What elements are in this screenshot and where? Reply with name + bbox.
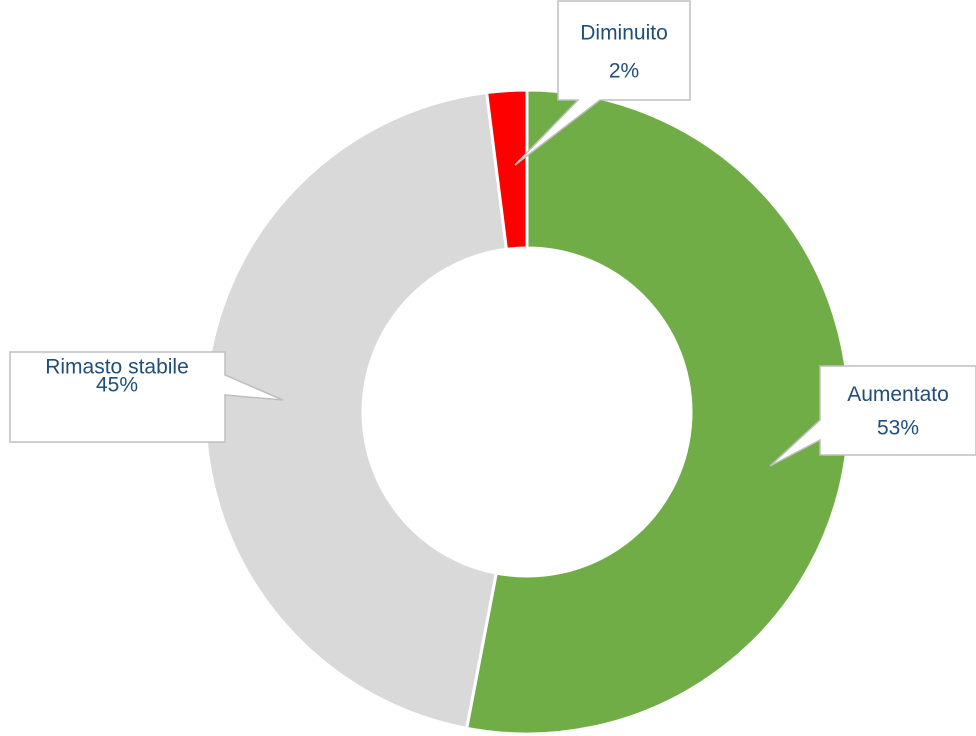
data-callout — [514, 0, 691, 166]
data-callout — [9, 351, 284, 443]
donut-slice — [203, 90, 509, 731]
category-label: Rimasto stabile — [45, 355, 189, 378]
donut-slice — [464, 88, 851, 736]
data-callout — [769, 365, 976, 467]
value-label: 2% — [609, 60, 639, 83]
category-label: Diminuito — [580, 22, 668, 45]
category-label: Aumentato — [847, 383, 949, 406]
value-label: 45% — [96, 374, 138, 397]
value-label: 53% — [877, 417, 919, 440]
donut-slice — [484, 88, 529, 251]
